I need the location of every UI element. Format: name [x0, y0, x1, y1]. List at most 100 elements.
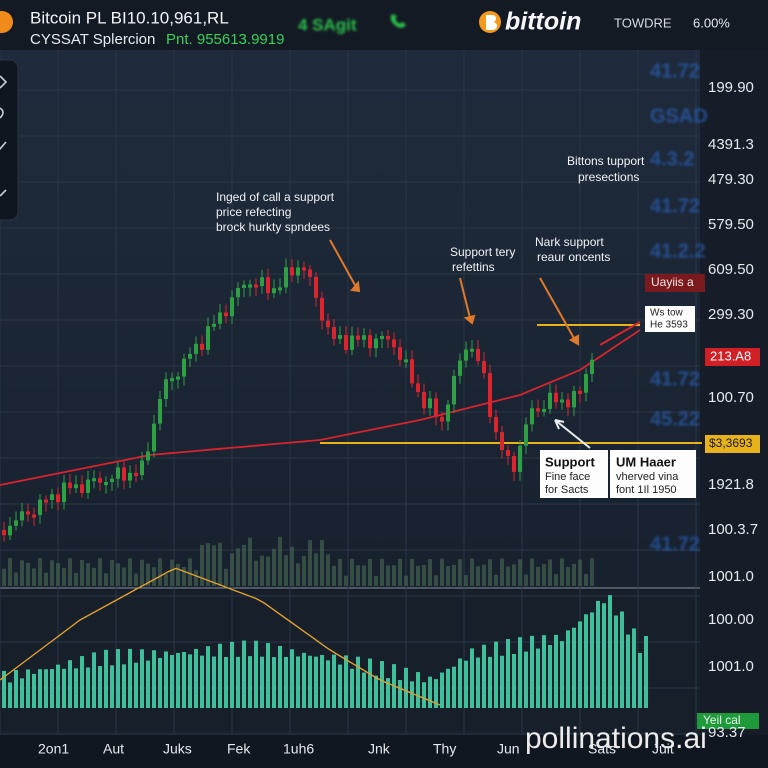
- badge-red-top-text: Uayiis a: [651, 275, 694, 289]
- volume-bar: [266, 556, 270, 586]
- candle: [314, 276, 318, 298]
- volume-bar: [56, 563, 60, 586]
- lower-bar: [476, 657, 480, 708]
- volume-bar: [140, 559, 144, 586]
- volume-bar: [116, 563, 120, 586]
- volume-bar: [236, 548, 240, 586]
- candle: [410, 359, 414, 384]
- price-label: 199.90: [708, 79, 754, 96]
- volume-bar: [434, 575, 438, 586]
- volume-bar: [500, 558, 504, 586]
- candle: [512, 455, 516, 472]
- volume-bar: [584, 573, 588, 586]
- volume-bar: [2, 568, 6, 586]
- volume-bar: [482, 564, 486, 586]
- volume-bar: [374, 575, 378, 586]
- lower-bar: [584, 614, 588, 708]
- lower-bar: [488, 656, 492, 708]
- lower-bar: [110, 665, 114, 708]
- lower-bar: [176, 652, 180, 708]
- lower-bar: [266, 643, 270, 708]
- volume-bar: [80, 560, 84, 586]
- candle: [248, 284, 252, 288]
- price-label: 1921.8: [708, 476, 754, 493]
- candle: [446, 404, 450, 422]
- volume-bar: [404, 575, 408, 586]
- lower-bar: [446, 668, 450, 708]
- volume-bar: [98, 558, 102, 586]
- volume-bar: [290, 546, 294, 586]
- lower-bar: [410, 681, 414, 708]
- volume-bar: [62, 568, 66, 586]
- badge-white-text: Ws tow: [650, 308, 684, 319]
- volume-bar: [242, 545, 246, 586]
- lower-bar: [98, 666, 102, 708]
- candle: [584, 374, 588, 393]
- coin-icon: [0, 11, 13, 33]
- candle: [176, 376, 180, 380]
- candle: [506, 450, 510, 456]
- lower-bar: [296, 656, 300, 708]
- lower-bar: [152, 650, 156, 708]
- volume-bar: [332, 565, 336, 586]
- volume-bar: [20, 560, 24, 586]
- candle: [458, 360, 462, 376]
- candle: [404, 359, 408, 363]
- lower-bar: [566, 630, 570, 708]
- candle: [302, 267, 306, 271]
- volume-bar: [512, 564, 516, 586]
- lower-bar: [602, 603, 606, 708]
- candle: [2, 530, 6, 536]
- candle: [344, 335, 348, 350]
- volume-bar: [212, 545, 216, 586]
- volume-bar: [74, 572, 78, 586]
- candle: [152, 423, 156, 452]
- volume-bar: [182, 567, 186, 586]
- lower-bar: [188, 654, 192, 708]
- price-axis-column: [700, 50, 768, 735]
- candle: [44, 499, 48, 503]
- volume-bar: [422, 565, 426, 586]
- volume-bar: [122, 567, 126, 586]
- lower-bar: [284, 656, 288, 708]
- toolbar-icons[interactable]: [0, 75, 8, 197]
- lower-bar: [200, 655, 204, 708]
- brand[interactable]: bittoin: [505, 8, 581, 36]
- badge-red: [705, 348, 760, 366]
- lower-bar: [332, 654, 336, 708]
- candle: [416, 383, 420, 392]
- candle: [38, 499, 42, 515]
- arrows: [329, 239, 641, 346]
- lower-bar: [614, 615, 618, 708]
- time-label: Jnk: [368, 741, 391, 757]
- candle: [56, 494, 60, 503]
- candle: [116, 467, 120, 479]
- candle: [434, 398, 438, 417]
- lower-bar: [230, 641, 234, 708]
- grid: [0, 50, 700, 735]
- volume-bar: [158, 558, 162, 586]
- candle: [554, 392, 558, 403]
- volume-bar: [452, 564, 456, 586]
- lower-bar: [92, 652, 96, 708]
- change: 6.00%: [693, 15, 730, 30]
- candle: [242, 284, 246, 288]
- candle: [134, 472, 138, 476]
- lower-bar: [578, 621, 582, 708]
- callout-title: Support: [545, 454, 595, 469]
- ghost-label: 4.3.2: [650, 148, 694, 170]
- volume-bar: [542, 564, 546, 586]
- candle: [80, 484, 84, 493]
- lower-bar: [416, 672, 420, 708]
- lower-bar: [146, 660, 150, 708]
- candle: [386, 335, 390, 340]
- ghost-label: 41.72: [650, 533, 700, 555]
- volume-bar: [206, 543, 210, 586]
- volume-bar: [536, 566, 540, 586]
- ghost-label: 41.72: [650, 60, 700, 82]
- candle: [356, 335, 360, 340]
- lower-bar: [632, 628, 636, 708]
- price-label: 479.30: [708, 171, 754, 188]
- menu[interactable]: TOWDRE: [614, 15, 672, 30]
